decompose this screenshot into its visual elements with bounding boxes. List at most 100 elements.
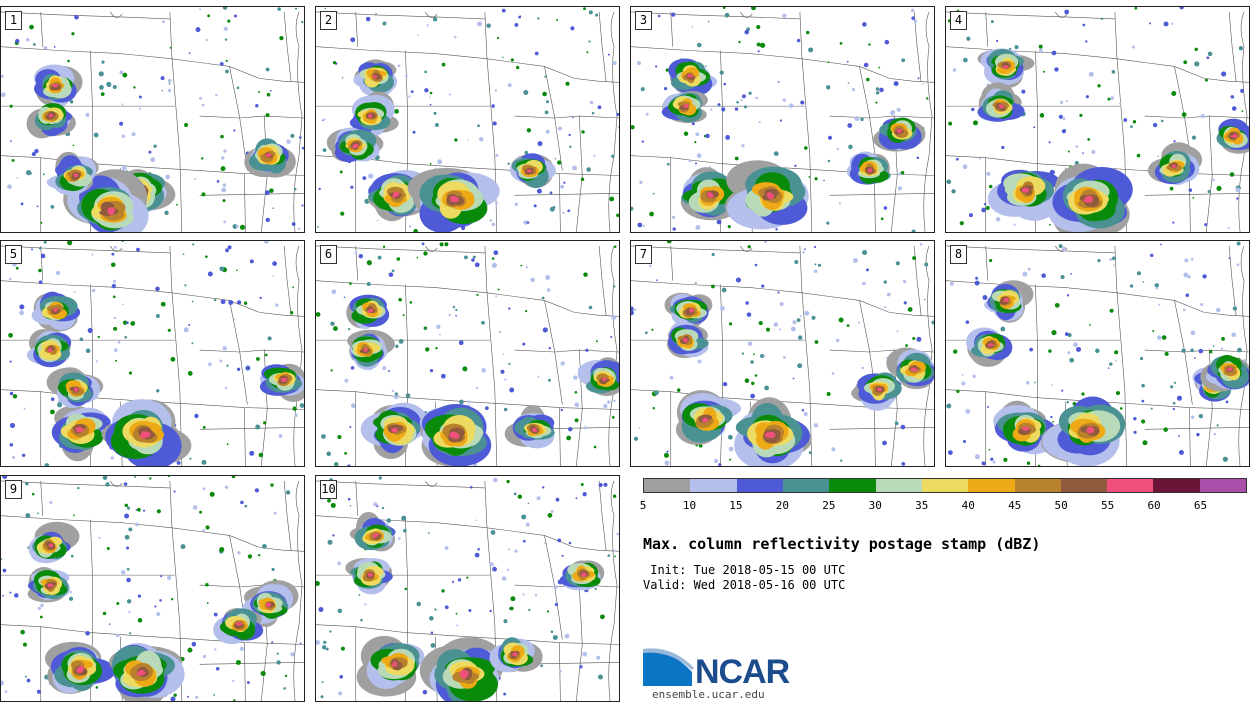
echo-cell — [476, 293, 479, 296]
echo-cell — [236, 367, 241, 371]
echo-cell — [1141, 383, 1145, 388]
state-border — [316, 280, 515, 297]
echo-cell — [1172, 407, 1175, 411]
echo-cell — [694, 141, 697, 144]
echo-cell — [102, 611, 107, 616]
echo-cell — [672, 227, 676, 231]
echo-cell — [523, 90, 529, 96]
echo-cell — [409, 301, 413, 304]
state-border — [559, 407, 561, 466]
state-border — [293, 480, 303, 701]
lake-outline — [110, 480, 123, 487]
member-panel-7[interactable]: 7 — [630, 240, 935, 467]
echo-cell — [1025, 380, 1030, 385]
echo-cell — [456, 624, 459, 627]
ncar-logo-text: NCAR — [695, 653, 790, 691]
echo-cell — [459, 670, 469, 677]
echo-cell — [579, 665, 583, 669]
colorbar-tick-label: 30 — [868, 499, 882, 512]
echo-cell — [126, 599, 132, 604]
colorbar-swatch — [1014, 479, 1061, 492]
echo-cell — [750, 393, 755, 399]
state-border — [283, 480, 292, 551]
echo-cell — [48, 545, 53, 548]
member-panel-9[interactable]: 9 — [0, 475, 305, 702]
echo-cell — [618, 126, 619, 128]
echo-cell — [645, 112, 649, 116]
state-border — [544, 535, 563, 640]
echo-cell — [448, 93, 451, 96]
echo-cell — [797, 363, 803, 369]
echo-cell — [475, 519, 478, 521]
echo-cell — [560, 361, 565, 366]
echo-cell — [155, 286, 160, 292]
echo-cell — [1163, 427, 1168, 432]
member-panel-2[interactable]: 2 — [315, 6, 620, 233]
echo-cell — [515, 65, 520, 70]
echo-cell — [642, 224, 645, 227]
member-panel-6[interactable]: 6 — [315, 240, 620, 467]
echo-cell — [205, 255, 208, 258]
echo-cell — [12, 394, 18, 399]
echo-cell — [652, 407, 655, 410]
echo-cell — [484, 406, 489, 410]
reflectivity-map — [946, 7, 1249, 232]
echo-cell — [232, 224, 238, 229]
echo-cell — [113, 348, 118, 353]
echo-cell — [1042, 70, 1045, 73]
state-border — [946, 280, 1145, 297]
echo-cell — [136, 247, 140, 252]
echo-cell — [542, 327, 548, 333]
ncar-logo-icon — [643, 648, 694, 686]
member-panel-1[interactable]: 1 — [0, 6, 305, 233]
echo-cell — [534, 51, 539, 56]
echo-cell — [885, 356, 888, 359]
member-panel-8[interactable]: 8 — [945, 240, 1250, 467]
state-border — [40, 11, 44, 47]
member-panel-10[interactable]: 10 — [315, 475, 620, 702]
echo-cell — [1095, 348, 1100, 354]
echo-cell — [231, 476, 236, 479]
echo-cell — [391, 428, 398, 432]
echo-cell — [112, 85, 117, 89]
colorbar-swatch — [690, 479, 737, 492]
echo-cell — [878, 66, 881, 69]
echo-cell — [142, 509, 146, 512]
echo-cell — [292, 286, 295, 289]
echo-cell — [1051, 50, 1057, 56]
echo-cell — [249, 450, 255, 456]
site-url[interactable]: ensemble.ucar.edu — [652, 688, 765, 701]
echo-cell — [122, 72, 128, 78]
echo-cell — [1142, 440, 1148, 446]
echo-cell — [368, 574, 373, 577]
echo-cell — [1136, 271, 1141, 276]
echo-cell — [1079, 113, 1083, 117]
echo-cell — [1238, 46, 1244, 51]
echo-cell — [102, 476, 108, 480]
echo-cell — [348, 282, 352, 285]
echo-cell — [48, 113, 53, 118]
echo-cell — [1227, 226, 1230, 230]
echo-cell — [987, 406, 990, 409]
member-panel-3[interactable]: 3 — [630, 6, 935, 233]
echo-cell — [341, 77, 344, 79]
echo-cell — [1129, 284, 1134, 288]
member-panel-4[interactable]: 4 — [945, 6, 1250, 233]
echo-cell — [586, 51, 589, 54]
echo-cell — [861, 367, 864, 369]
echo-cell — [961, 381, 966, 386]
echo-cell — [1, 92, 6, 98]
echo-cell — [373, 75, 377, 78]
echo-cell — [396, 257, 401, 261]
echo-cell — [40, 221, 43, 224]
echo-cell — [21, 453, 26, 457]
echo-cell — [854, 116, 860, 122]
echo-cell — [748, 91, 752, 95]
echo-cell — [278, 434, 283, 438]
echo-cell — [126, 506, 131, 510]
colorbar-tick-label: 35 — [915, 499, 929, 512]
member-panel-5[interactable]: 5 — [0, 240, 305, 467]
echo-cell — [827, 61, 830, 64]
echo-cell — [7, 184, 12, 190]
echo-cell — [640, 87, 645, 92]
